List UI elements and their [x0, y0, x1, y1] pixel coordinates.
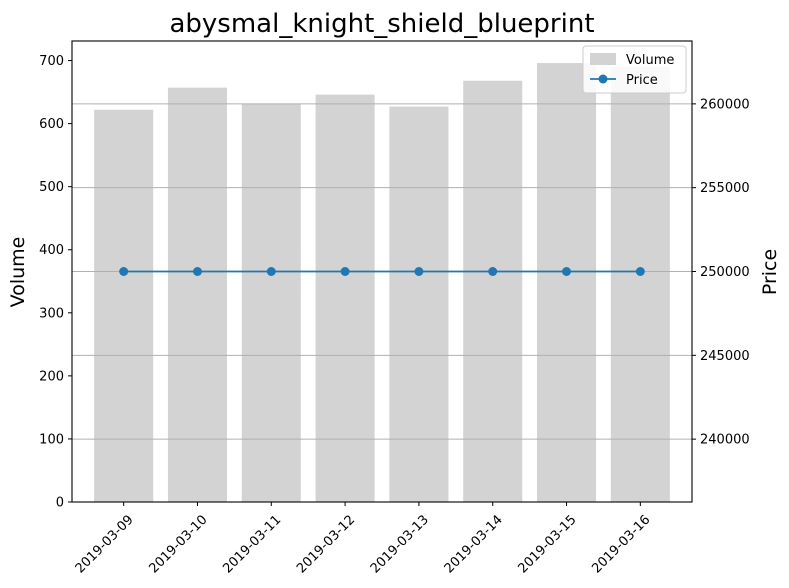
y2-tick-label: 240000	[700, 433, 750, 448]
y2-tick-label: 255000	[700, 181, 750, 196]
price-point	[119, 267, 129, 276]
chart-title: abysmal_knight_shield_blueprint	[169, 9, 594, 39]
y-tick-label: 0	[56, 496, 64, 511]
volume-bar	[315, 94, 375, 503]
y2-tick-label: 260000	[700, 97, 750, 112]
volume-bar	[389, 106, 449, 503]
legend-price-label: Price	[626, 73, 658, 88]
y-tick-label: 100	[39, 432, 64, 447]
price-point	[266, 267, 276, 276]
y-tick-label: 500	[39, 180, 64, 195]
y2-tick-label: 245000	[700, 349, 750, 364]
volume-bar	[241, 104, 301, 502]
legend-price-marker	[598, 74, 608, 84]
legend: Volume Price	[582, 45, 687, 94]
volume-bar	[537, 63, 597, 502]
y2-tick-label: 250000	[700, 265, 750, 280]
volume-bar	[610, 66, 670, 503]
volume-bar	[463, 80, 523, 503]
price-point	[488, 267, 498, 276]
price-point	[635, 267, 645, 276]
y-tick-label: 300	[39, 306, 64, 321]
price-point	[414, 267, 424, 276]
volume-bar	[94, 109, 154, 502]
volume-bar	[167, 87, 227, 503]
y-tick-label: 400	[39, 243, 64, 258]
y-tick-label: 700	[39, 54, 64, 69]
y-tick-label: 600	[39, 117, 64, 132]
price-point	[562, 267, 572, 276]
price-line	[119, 267, 645, 276]
y2-axis-label: Price	[759, 249, 781, 295]
price-point	[340, 267, 350, 276]
price-point	[192, 267, 202, 276]
y-tick-label: 200	[39, 369, 64, 384]
legend-volume-label: Volume	[626, 53, 674, 68]
volume-bars	[94, 63, 670, 503]
y-axis-label: Volume	[7, 237, 29, 308]
legend-volume-swatch	[590, 53, 616, 65]
